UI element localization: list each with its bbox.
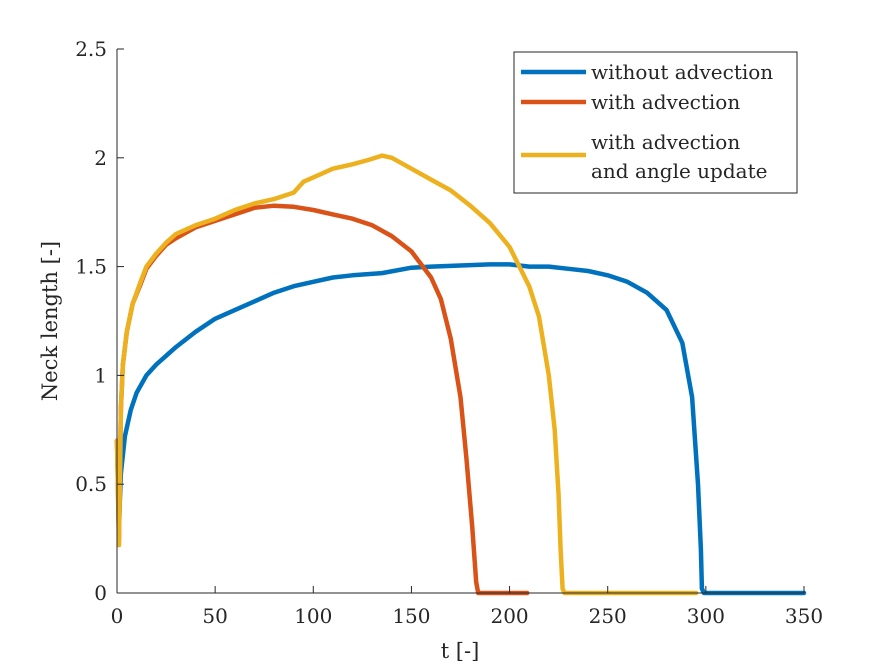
legend: without advection with advection with ad… (513, 51, 798, 194)
x-tick-label: 150 (392, 604, 430, 628)
y-tick-label: 1 (94, 363, 107, 387)
y-axis-label: Neck length [-] (38, 241, 62, 401)
y-tick-label: 0 (94, 581, 107, 605)
legend-box (513, 51, 798, 194)
x-tick-label: 350 (785, 604, 823, 628)
y-tick-label: 2.5 (75, 37, 107, 61)
legend-label-without-advection: without advection (591, 60, 773, 84)
legend-label-line-1: with advection (591, 130, 740, 154)
x-tick-label: 250 (589, 604, 627, 628)
axes-layer (116, 49, 804, 594)
x-tick-label: 100 (294, 604, 332, 628)
y-tick-label: 0.5 (75, 472, 107, 496)
x-tick-label: 300 (687, 604, 725, 628)
series-layer (114, 153, 807, 596)
series-line-with-advection-and-angle-update (114, 153, 699, 596)
legend-label-with-advection: with advection (591, 90, 740, 114)
legend-label-with-advection-and-angle-update: with advection and angle update (591, 130, 767, 183)
x-tick-label: 0 (111, 604, 124, 628)
y-tick-label: 2 (94, 146, 107, 170)
y-tick-label: 1.5 (75, 255, 107, 279)
x-tick-label: 200 (490, 604, 528, 628)
x-axis-label: t [-] (441, 639, 480, 663)
ticks-layer: 0 50 100 150 200 250 300 350 0 0.5 1 1.5 2 2.5 (75, 37, 823, 628)
x-tick-label: 50 (202, 604, 227, 628)
series-line-without-advection (114, 262, 807, 596)
legend-label-line-2: and angle update (591, 159, 767, 183)
